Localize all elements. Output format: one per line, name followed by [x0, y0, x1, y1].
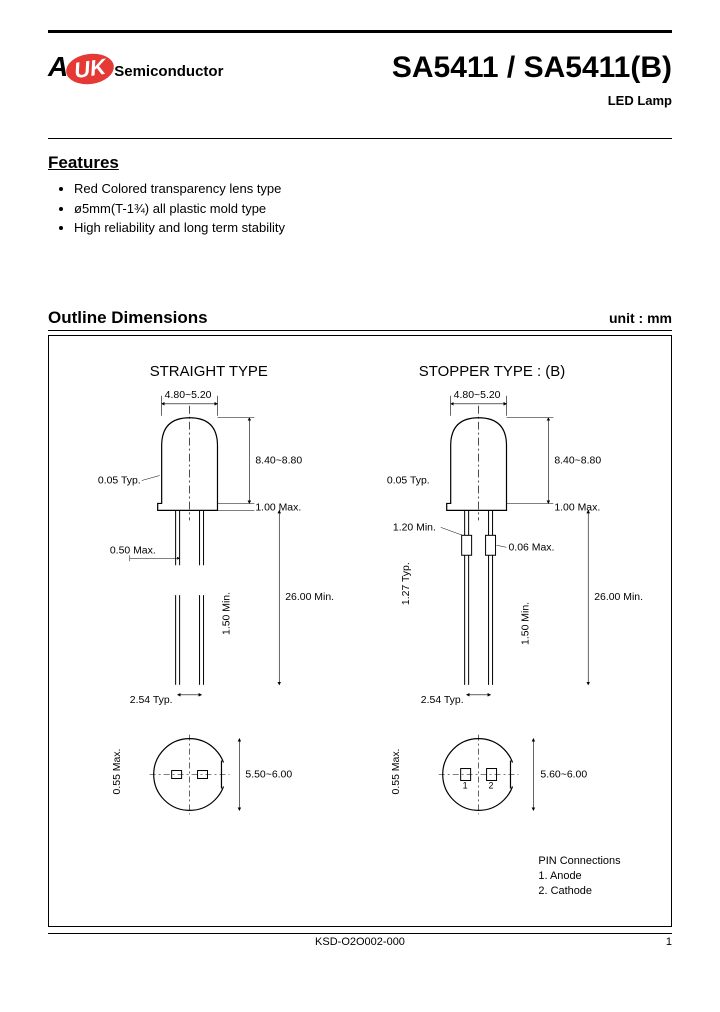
svg-text:5.50~6.00: 5.50~6.00	[245, 769, 292, 780]
top-rule	[48, 30, 672, 33]
svg-text:8.40~8.80: 8.40~8.80	[554, 455, 601, 466]
svg-text:1.00 Max.: 1.00 Max.	[255, 502, 301, 513]
svg-text:1.27 Typ.: 1.27 Typ.	[401, 562, 412, 605]
svg-text:2.54 Typ.: 2.54 Typ.	[421, 694, 464, 705]
pin-heading: PIN Connections	[538, 855, 621, 867]
stopper-drawing: 4.80~5.20 8.40~8.80 1.00 Max. 0.05 Typ. …	[387, 389, 643, 814]
svg-text:1: 1	[463, 780, 468, 790]
svg-text:1.50 Min.: 1.50 Min.	[221, 591, 232, 634]
svg-text:5.60~6.00: 5.60~6.00	[540, 769, 587, 780]
pin-2: 2. Cathode	[538, 885, 592, 897]
subtitle: LED Lamp	[392, 93, 672, 108]
svg-text:26.00 Min.: 26.00 Min.	[594, 592, 643, 603]
logo: A UK Semiconductor	[48, 51, 223, 84]
svg-text:0.55 Max.: 0.55 Max.	[391, 748, 402, 794]
svg-text:0.05 Typ.: 0.05 Typ.	[98, 475, 141, 486]
title-block: SA5411 / SA5411(B) LED Lamp	[392, 51, 672, 108]
feature-item: Red Colored transparency lens type	[74, 179, 672, 199]
svg-text:2.54 Typ.: 2.54 Typ.	[130, 694, 173, 705]
part-number: SA5411 / SA5411(B)	[392, 51, 672, 85]
straight-drawing: 4.80~5.20 8.40~8.80 1.00 Max. 0.05 Typ. …	[98, 389, 334, 814]
pin-1: 1. Anode	[538, 870, 581, 882]
svg-text:0.50 Max.: 0.50 Max.	[110, 545, 156, 556]
doc-code: KSD-O2O002-000	[315, 934, 405, 948]
logo-a: A	[48, 51, 68, 83]
logo-semiconductor: Semiconductor	[114, 63, 223, 80]
stopper-type-label: STOPPER TYPE : (B)	[419, 362, 565, 379]
svg-text:0.05 Typ.: 0.05 Typ.	[387, 475, 430, 486]
straight-type-label: STRAIGHT TYPE	[150, 362, 268, 379]
outline-diagram: STRAIGHT TYPE STOPPER TYPE : (B) 4.80~5.…	[49, 336, 671, 926]
features-heading: Features	[48, 153, 672, 173]
svg-text:8.40~8.80: 8.40~8.80	[255, 455, 302, 466]
feature-item: ø5mm(T-1¾) all plastic mold type	[74, 199, 672, 219]
section-rule	[48, 138, 672, 139]
svg-text:4.80~5.20: 4.80~5.20	[165, 389, 212, 400]
svg-text:1.00 Max.: 1.00 Max.	[554, 502, 600, 513]
outline-header-row: Outline Dimensions unit : mm	[48, 308, 672, 331]
logo-oval: UK	[64, 51, 116, 87]
svg-text:4.80~5.20: 4.80~5.20	[454, 389, 501, 400]
page-number: 1	[666, 936, 672, 948]
svg-text:2: 2	[489, 780, 494, 790]
svg-text:1.50 Min.: 1.50 Min.	[520, 601, 531, 644]
features-list: Red Colored transparency lens type ø5mm(…	[74, 179, 672, 238]
svg-text:1.20 Min.: 1.20 Min.	[393, 522, 436, 533]
svg-text:26.00 Min.: 26.00 Min.	[285, 592, 334, 603]
unit-label: unit : mm	[609, 310, 672, 326]
feature-item: High reliability and long term stability	[74, 218, 672, 238]
svg-text:0.06 Max.: 0.06 Max.	[508, 542, 554, 553]
svg-text:0.55 Max.: 0.55 Max.	[112, 748, 123, 794]
outline-heading: Outline Dimensions	[48, 308, 208, 328]
header: A UK Semiconductor SA5411 / SA5411(B) LE…	[48, 51, 672, 108]
diagram-box: STRAIGHT TYPE STOPPER TYPE : (B) 4.80~5.…	[48, 335, 672, 927]
footer: KSD-O2O002-000 1	[48, 933, 672, 948]
